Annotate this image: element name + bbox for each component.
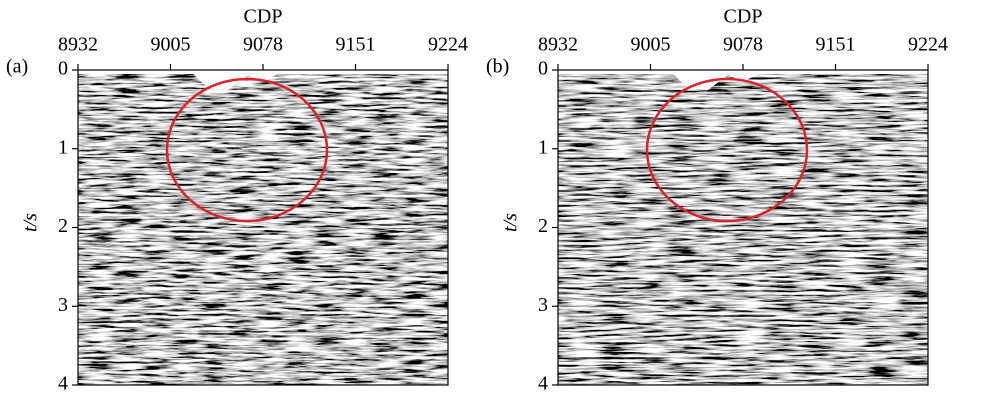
seismic-image [78,70,448,385]
x-axis-label: CDP [244,6,283,28]
x-tick-label: 8932 [538,34,578,56]
x-tick-label: 9224 [908,34,948,56]
panel-label: (a) [6,56,28,78]
x-tick-label: 9078 [723,34,763,56]
highlight-circle [165,77,329,223]
y-axis-label: t/s [500,213,522,232]
y-tick-label: 4 [58,373,68,395]
y-tick-label: 1 [538,136,548,158]
y-tick-label: 3 [58,294,68,316]
x-tick-label: 9151 [816,34,856,56]
y-tick-label: 1 [58,136,68,158]
x-tick-label: 9151 [336,34,376,56]
y-tick-label: 2 [538,215,548,237]
y-axis-label: t/s [20,213,42,232]
seismic-image [558,70,928,385]
y-tick-label: 0 [538,58,548,80]
panel-label: (b) [486,56,509,78]
x-tick-label: 9078 [243,34,283,56]
highlight-circle [645,77,809,223]
x-tick-label: 9005 [151,34,191,56]
y-tick-label: 0 [58,58,68,80]
x-axis-label: CDP [724,6,763,28]
x-tick-label: 9005 [631,34,671,56]
y-tick-label: 3 [538,294,548,316]
y-tick-label: 2 [58,215,68,237]
y-tick-label: 4 [538,373,548,395]
x-tick-label: 9224 [428,34,468,56]
x-tick-label: 8932 [58,34,98,56]
